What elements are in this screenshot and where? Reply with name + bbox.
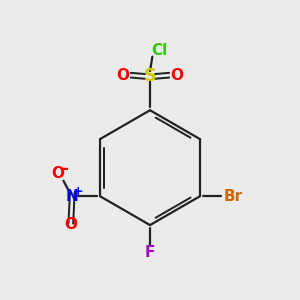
Text: F: F	[145, 245, 155, 260]
Text: O: O	[116, 68, 129, 83]
Text: O: O	[64, 217, 77, 232]
Text: O: O	[51, 167, 64, 182]
Text: N: N	[66, 189, 79, 204]
Text: O: O	[171, 68, 184, 83]
Text: Cl: Cl	[151, 43, 167, 58]
Text: Br: Br	[224, 189, 243, 204]
Text: +: +	[72, 184, 83, 198]
Text: S: S	[143, 68, 157, 85]
Text: -: -	[61, 160, 68, 178]
